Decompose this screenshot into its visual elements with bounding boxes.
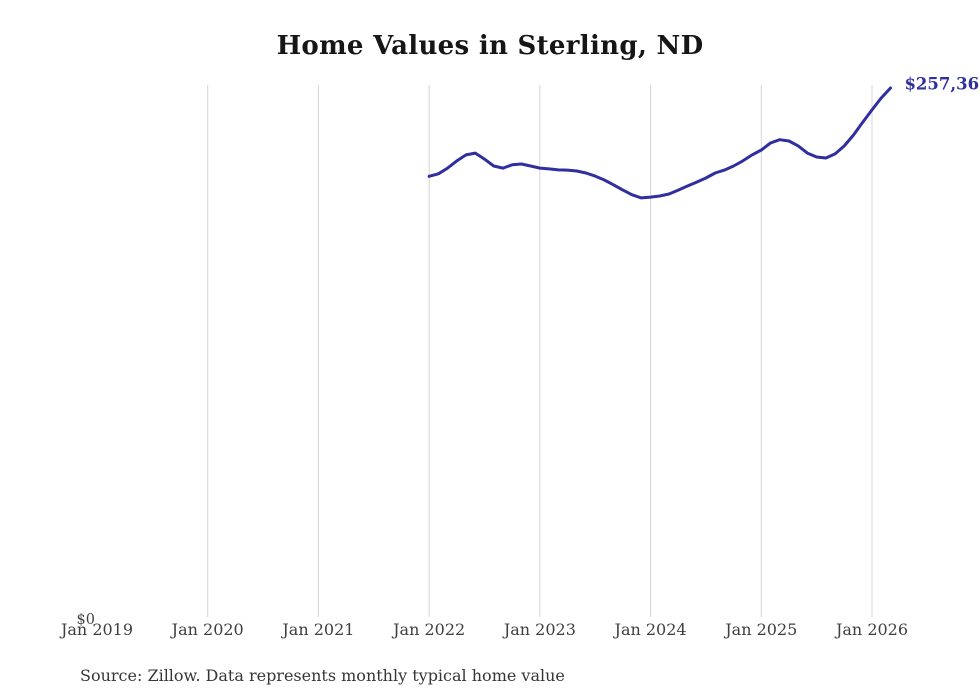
- chart-title: Home Values in Sterling, ND: [276, 31, 704, 61]
- x-tick-label: Jan 2026: [835, 620, 909, 639]
- x-tick-label: Jan 2023: [503, 620, 576, 639]
- x-tick-label: Jan 2024: [614, 620, 687, 639]
- latest-value-label: $257,367: [904, 74, 980, 94]
- x-tick-label: Jan 2019: [60, 620, 134, 639]
- gridlines: [207, 85, 873, 617]
- x-tick-label: Jan 2021: [282, 620, 355, 639]
- source-note: Source: Zillow. Data represents monthly …: [80, 666, 565, 685]
- x-tick-label: Jan 2025: [725, 620, 798, 639]
- x-tick-label: Jan 2022: [393, 620, 466, 639]
- x-tick-label: Jan 2020: [171, 620, 244, 639]
- y-axis-zero-label: $0: [76, 612, 95, 628]
- value-line: [427, 86, 892, 200]
